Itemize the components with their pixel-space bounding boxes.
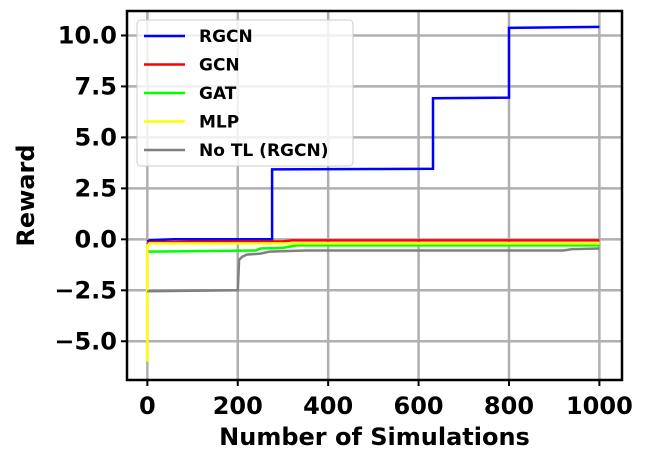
y-tick-label: −2.5 <box>54 276 117 304</box>
x-tick-label: 200 <box>213 392 263 420</box>
y-tick-label: 5.0 <box>74 123 117 151</box>
y-tick-label: 7.5 <box>74 72 117 100</box>
legend-box <box>136 19 354 167</box>
x-tick-label: 1000 <box>566 392 633 420</box>
legend-label: GCN <box>199 56 240 76</box>
ticks: 0 200 400 600 800 1000 10.0 7.5 5.0 2.5 0.0 −2.5 −5.… <box>54 21 632 420</box>
series-line-no-tl-rgcn <box>147 247 600 293</box>
legend-label: RGCN <box>199 27 253 47</box>
y-tick-label: 0.0 <box>74 225 117 253</box>
series-line-rgcn <box>146 25 600 243</box>
series-lines <box>146 25 600 362</box>
plot-frame <box>125 9 624 382</box>
y-tick-label: 2.5 <box>74 174 117 202</box>
series-line-mlp <box>146 242 600 362</box>
x-axis-label: Number of Simulations <box>219 423 530 451</box>
y-tick-label: −5.0 <box>54 327 117 355</box>
legend: RGCN GCN GAT MLP No TL (RGCN) <box>136 19 354 167</box>
legend-label: MLP <box>199 113 239 133</box>
x-tick-label: 800 <box>484 392 534 420</box>
series-line-gat <box>146 244 600 253</box>
legend-label: No TL (RGCN) <box>199 141 328 161</box>
x-tick-label: 400 <box>303 392 353 420</box>
x-tick-label: 0 <box>139 392 156 420</box>
y-axis-label: Reward <box>12 144 40 246</box>
x-tick-label: 600 <box>394 392 444 420</box>
y-tick-label: 10.0 <box>58 21 117 49</box>
legend-label: GAT <box>199 84 237 104</box>
